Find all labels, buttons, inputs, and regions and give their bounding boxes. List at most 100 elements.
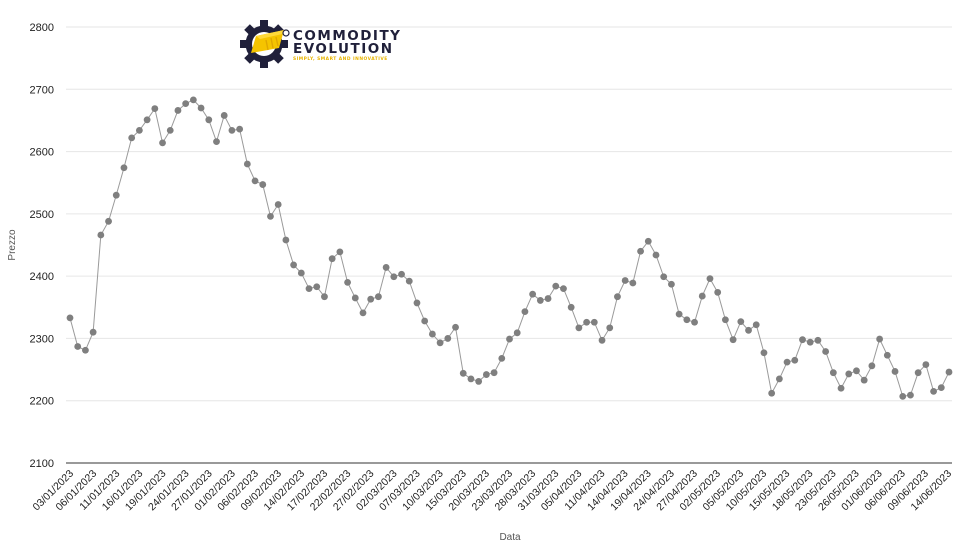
logo-title-line2: EVOLUTION — [293, 41, 394, 57]
data-point — [359, 309, 367, 317]
data-point — [575, 324, 583, 332]
data-point — [166, 126, 174, 134]
data-point — [899, 392, 907, 400]
data-point — [822, 348, 830, 355]
data-point — [444, 335, 452, 342]
y-tick-label: 2400 — [30, 271, 54, 283]
data-point — [706, 275, 714, 283]
data-point — [197, 104, 205, 112]
data-point — [398, 270, 405, 278]
data-point — [482, 371, 490, 378]
data-point — [860, 376, 868, 384]
data-point — [328, 255, 336, 263]
y-tick-label: 2300 — [30, 333, 54, 345]
data-point — [937, 384, 945, 392]
y-tick-label: 2200 — [30, 396, 54, 408]
grid-lines — [66, 26, 952, 402]
data-point — [644, 237, 652, 245]
data-point — [205, 116, 213, 124]
data-point — [629, 279, 637, 287]
x-axis-title: Data — [499, 532, 521, 543]
data-point — [567, 303, 575, 311]
data-point — [367, 295, 375, 303]
data-point — [945, 368, 953, 376]
data-point — [544, 295, 552, 302]
data-point — [791, 356, 799, 364]
data-point — [213, 138, 220, 146]
data-point — [135, 126, 143, 134]
data-point — [876, 335, 884, 343]
data-point — [490, 369, 498, 377]
data-point — [760, 349, 768, 357]
data-point — [637, 247, 644, 255]
data-point — [883, 351, 891, 359]
data-point — [521, 308, 529, 316]
data-point — [459, 369, 467, 377]
y-tick-label: 2800 — [30, 22, 54, 34]
data-point — [151, 105, 159, 112]
commodity-evolution-logo: COMMODITY EVOLUTION SIMPLY, SMART AND IN… — [240, 20, 401, 68]
y-tick-label: 2700 — [30, 84, 54, 96]
data-point — [305, 285, 313, 292]
data-point — [128, 134, 136, 142]
data-point — [614, 293, 621, 301]
data-point — [745, 326, 752, 334]
data-point — [159, 139, 166, 147]
data-point — [930, 387, 937, 395]
data-point — [243, 160, 251, 168]
data-point — [683, 316, 691, 324]
data-point — [382, 264, 390, 271]
data-point — [853, 367, 860, 375]
data-point — [220, 112, 228, 119]
data-point — [421, 317, 429, 325]
data-point — [606, 324, 614, 332]
data-point — [536, 297, 544, 304]
logo-title-line1: COMMODITY — [293, 28, 401, 44]
data-point — [290, 261, 298, 269]
data-point — [375, 293, 382, 301]
data-point — [675, 310, 683, 318]
data-point — [428, 330, 436, 338]
data-point — [891, 368, 899, 375]
data-point — [907, 391, 914, 399]
data-point — [344, 278, 351, 286]
data-point — [829, 369, 837, 377]
data-point — [467, 375, 475, 383]
data-point — [668, 280, 675, 288]
data-point — [560, 285, 567, 292]
data-point — [590, 318, 598, 326]
data-point — [752, 321, 760, 329]
data-point — [914, 369, 922, 377]
data-point — [583, 318, 591, 326]
data-point — [529, 290, 537, 298]
data-point — [799, 336, 806, 344]
price-series-line — [69, 99, 950, 397]
data-point — [182, 100, 190, 108]
data-point — [405, 277, 413, 285]
data-point — [837, 384, 845, 392]
data-point — [274, 201, 282, 208]
data-point — [806, 338, 814, 346]
data-point — [737, 318, 745, 326]
data-point — [267, 212, 274, 220]
data-point — [698, 292, 706, 300]
data-point — [868, 362, 876, 370]
data-point — [413, 299, 421, 307]
data-point — [282, 236, 290, 244]
data-point — [321, 293, 328, 301]
data-point — [143, 116, 151, 124]
data-point — [552, 282, 560, 290]
data-point — [66, 314, 74, 322]
data-point — [228, 126, 236, 134]
data-point — [498, 354, 506, 362]
data-point — [660, 273, 668, 281]
data-point — [120, 164, 128, 172]
data-point — [259, 181, 267, 188]
data-point — [313, 283, 321, 291]
gold-bar-icon — [251, 29, 290, 53]
data-point — [768, 389, 776, 397]
data-point — [436, 339, 444, 347]
data-point — [513, 329, 521, 337]
y-axis-title: Prezzo — [7, 229, 18, 261]
data-point — [652, 251, 660, 259]
